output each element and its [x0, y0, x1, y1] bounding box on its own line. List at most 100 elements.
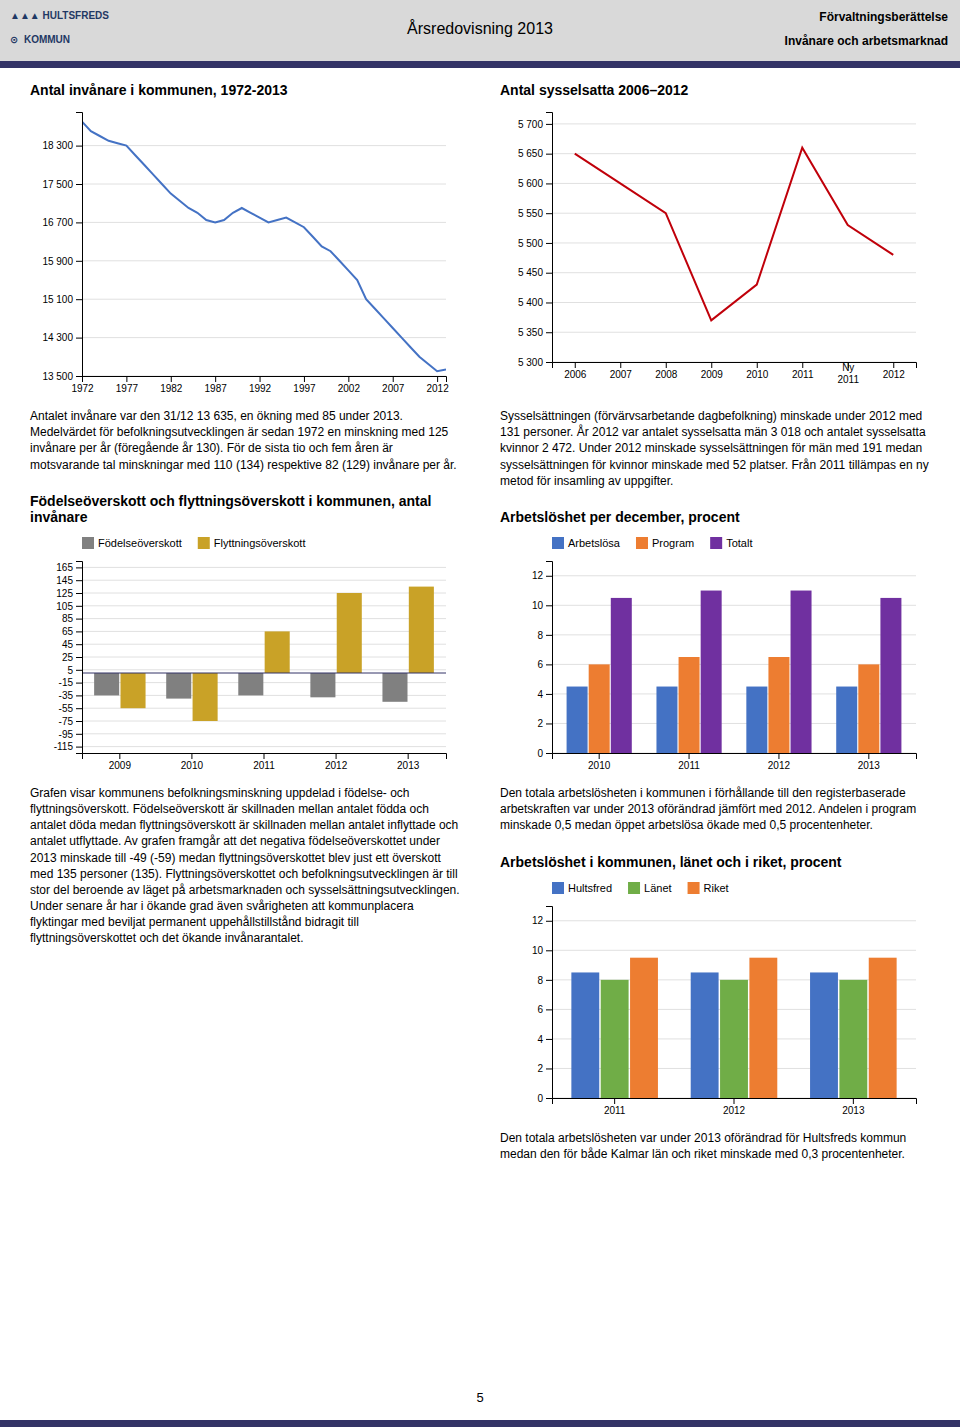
tick-mark [408, 753, 409, 759]
tick-mark [853, 1098, 854, 1104]
tick-label: 1982 [160, 383, 183, 394]
tick-label: 12 [532, 915, 544, 926]
tick-label: 2012 [325, 760, 348, 771]
tick-label: 15 100 [42, 294, 73, 305]
tick-mark [711, 362, 712, 368]
tick-mark [546, 1009, 552, 1010]
tick-label: 5 300 [518, 357, 543, 368]
legend-swatch [82, 537, 94, 549]
grid [552, 576, 916, 753]
bar [679, 657, 700, 753]
plot: 201120122013024681012 [532, 906, 917, 1116]
paragraph: Den totala arbetslösheten i kommunen i f… [500, 785, 930, 834]
tick-mark [757, 362, 758, 368]
legend: FödelseöverskottFlyttningsöverskott [82, 537, 305, 549]
tick-label: -95 [59, 728, 74, 739]
x-axis: 2010201120122013 [553, 753, 917, 771]
tick-mark [689, 753, 690, 759]
tick-mark [76, 338, 82, 339]
tick-label: 145 [56, 575, 73, 586]
bar [656, 686, 677, 752]
y-tick: 125 [56, 587, 82, 598]
tick-label: 5 500 [518, 238, 543, 249]
y-tick: 15 900 [42, 256, 82, 267]
x-tick: 2012 [325, 753, 348, 771]
y-tick: 5 500 [518, 238, 552, 249]
tick-mark [778, 753, 779, 759]
y-tick: 5 600 [518, 178, 552, 189]
y-tick: 5 650 [518, 148, 552, 159]
legend-swatch [688, 882, 700, 894]
tick-label: 25 [62, 651, 74, 662]
x-tick: 2009 [109, 753, 132, 771]
tick-mark [546, 723, 552, 724]
tick-mark [264, 753, 265, 759]
tick-label: 12 [532, 570, 544, 581]
tick-mark [76, 682, 82, 683]
tick-label: 2011 [792, 369, 814, 380]
y-tick: 14 300 [42, 332, 82, 343]
x-tick: 1982 [160, 376, 183, 394]
header-text: Invånare och arbetsmarknad [785, 34, 948, 48]
y-tick: 4 [537, 689, 552, 700]
tick-label: 14 300 [42, 332, 73, 343]
y-tick: 105 [56, 600, 82, 611]
tick-mark [76, 670, 82, 671]
tick-mark [76, 299, 82, 300]
tick-label: 17 500 [42, 179, 73, 190]
tick-mark [260, 376, 261, 382]
x-tick: 2011 [678, 753, 700, 771]
tick-label: 125 [56, 587, 73, 598]
legend-swatch [636, 537, 648, 549]
x-tick: 2006 [564, 362, 587, 380]
y-tick: -55 [59, 703, 82, 714]
legend-item: Arbetslösa [552, 537, 621, 549]
tick-label: 2013 [842, 1105, 865, 1116]
tick-mark [76, 631, 82, 632]
x-axis-line [553, 1098, 917, 1104]
tick-label: -75 [59, 715, 74, 726]
tick-label-line: 2011 [837, 374, 859, 385]
bar-series [571, 972, 838, 1098]
tick-mark [546, 154, 552, 155]
tick-mark [546, 635, 552, 636]
x-tick: 2010 [181, 753, 204, 771]
tick-mark [546, 124, 552, 125]
grid-line [82, 579, 446, 580]
paragraph: Antalet invånare var den 31/12 13 635, e… [30, 408, 460, 473]
x-axis-line [83, 753, 447, 759]
paragraph: Grafen visar kommunens befolkningsminskn… [30, 785, 460, 947]
y-tick: 6 [537, 659, 552, 670]
y-tick: -15 [59, 677, 82, 688]
tick-mark [546, 362, 552, 363]
tick-label: 65 [62, 626, 74, 637]
marks [571, 957, 896, 1097]
tick-mark [76, 695, 82, 696]
grid-line [82, 720, 446, 721]
y-tick: 13 500 [42, 371, 82, 382]
y-tick: 5 300 [518, 357, 552, 368]
y-tick: 5 [67, 664, 82, 675]
legend: ArbetslösaProgramTotalt [552, 537, 752, 549]
bar-series [611, 590, 902, 752]
tick-mark [546, 183, 552, 184]
tick-mark [546, 302, 552, 303]
tick-label: 2013 [858, 760, 881, 771]
y-tick: 10 [532, 600, 552, 611]
bar [839, 979, 867, 1097]
grid-line [552, 575, 916, 576]
grid-line [82, 746, 446, 747]
tick-label: 85 [62, 613, 74, 624]
grid-line [552, 242, 916, 243]
tick-mark [546, 753, 552, 754]
legend-swatch [552, 882, 564, 894]
y-tick: 5 700 [518, 119, 552, 130]
x-tick: Ny2011 [837, 362, 859, 385]
x-tick: 2013 [842, 1098, 865, 1116]
x-tick: 2010 [746, 362, 769, 380]
paragraph: Sysselsättningen (förvärvsarbetande dagb… [500, 408, 930, 489]
tick-label: 2010 [746, 369, 769, 380]
tick-label: 1972 [71, 383, 94, 394]
grid-line [82, 337, 446, 338]
y-tick: 85 [62, 613, 82, 624]
